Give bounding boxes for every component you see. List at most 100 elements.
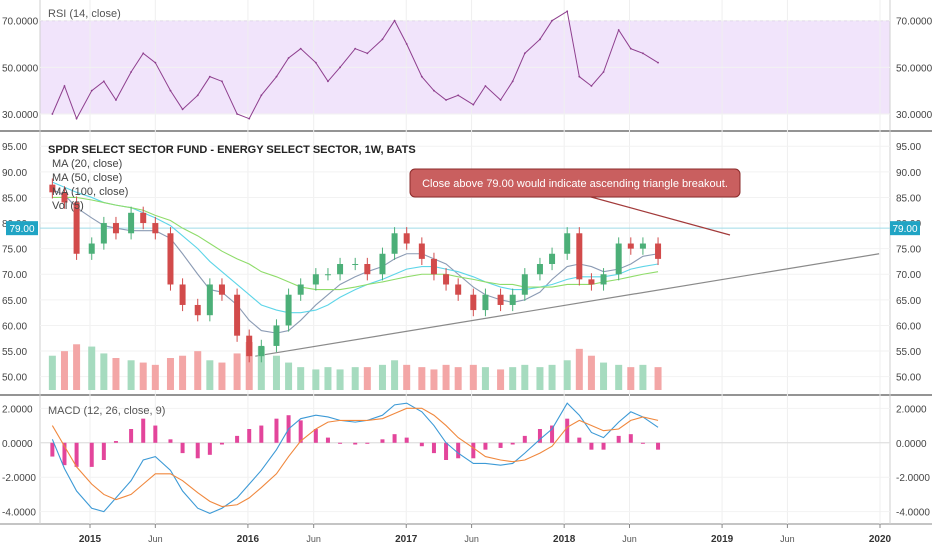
macd-histogram-bar <box>153 425 158 443</box>
candle-body <box>576 233 583 280</box>
macd-histogram-bar <box>101 442 106 460</box>
price-badge-left-bg <box>6 221 38 236</box>
y-tick-right: 60.00 <box>896 321 921 332</box>
macd-histogram-bar <box>235 435 240 443</box>
candle-body <box>246 335 253 357</box>
volume-bar <box>218 362 226 390</box>
macd-histogram-bar <box>404 437 409 443</box>
volume-bar <box>336 369 344 390</box>
y-tick-right: -4.0000 <box>896 508 930 519</box>
volume-bar <box>563 360 571 390</box>
candle-body <box>312 274 319 285</box>
volume-bar <box>469 364 477 390</box>
y-tick-left: 65.00 <box>2 296 27 307</box>
y-tick-right: 70.0000 <box>896 17 932 28</box>
x-tick-label: 2019 <box>711 534 734 545</box>
candle-body <box>364 264 371 275</box>
x-tick-label: 2016 <box>237 534 260 545</box>
macd-histogram-bar <box>180 442 185 454</box>
macd-histogram-bar <box>259 425 264 443</box>
candle-body <box>615 243 622 275</box>
macd-layer <box>40 402 890 514</box>
y-tick-left: 95.00 <box>2 142 27 153</box>
rsi-point <box>102 80 105 83</box>
callout-box <box>409 168 741 198</box>
candle-body <box>100 223 107 244</box>
legend-ma50: MA (50, close) <box>52 172 122 184</box>
candle-body <box>128 212 135 234</box>
volume-bar <box>454 367 462 390</box>
rsi-point <box>578 75 581 78</box>
x-tick-label: Jun <box>780 534 795 544</box>
rsi-point <box>433 89 435 92</box>
macd-histogram-bar <box>510 442 515 445</box>
volume-bar <box>481 367 489 390</box>
macd-line <box>51 402 659 514</box>
macd-histogram-bar <box>168 439 173 443</box>
y-tick-right: 95.00 <box>896 142 921 153</box>
macd-histogram-bar <box>456 442 461 459</box>
macd-histogram-bar <box>89 442 94 467</box>
volume-bar <box>112 358 120 390</box>
rsi-point <box>381 38 384 41</box>
annotation-callout[interactable]: Close above 79.00 would indicate ascendi… <box>409 168 741 236</box>
x-tick-label: Jun <box>148 534 163 544</box>
macd-histogram-bar <box>537 429 542 443</box>
volume-bar <box>521 364 529 390</box>
candle-body <box>627 243 634 249</box>
ma50-line <box>52 181 659 314</box>
candle-body <box>218 284 225 295</box>
volume-bar <box>100 353 108 390</box>
y-tick-right: 2.0000 <box>896 404 927 415</box>
candle-body <box>324 274 331 276</box>
y-tick-right: 70.00 <box>896 270 921 281</box>
candle-body <box>194 304 201 316</box>
macd-histogram-bar <box>219 442 224 445</box>
rsi-point <box>314 61 317 64</box>
y-tick-left: 50.0000 <box>2 63 39 74</box>
y-tick-right: 85.00 <box>896 193 921 204</box>
ma100-line <box>52 196 659 291</box>
rsi-point <box>405 43 408 45</box>
candle-body <box>588 279 595 285</box>
candle-body <box>536 264 543 275</box>
volume-bar <box>151 364 159 390</box>
candle-body <box>379 253 386 275</box>
macd-histogram-bar <box>325 437 330 443</box>
candle-body <box>443 274 450 285</box>
candle-body <box>206 284 213 316</box>
candle-body <box>600 274 607 285</box>
volume-bar <box>285 362 293 390</box>
candle-body <box>639 243 646 249</box>
candle-body <box>655 243 662 259</box>
rsi-point <box>354 47 357 50</box>
macd-histogram-bar <box>628 434 633 443</box>
rsi-point <box>115 99 117 101</box>
candle-body <box>403 233 410 244</box>
price-badge-left: 79.00 <box>9 224 34 235</box>
macd-histogram-bar <box>129 429 134 443</box>
volume-bar <box>312 369 320 390</box>
macd-histogram-bar <box>392 434 397 443</box>
rsi-point <box>366 52 369 55</box>
y-tick-left: 85.00 <box>2 193 27 204</box>
volume-bar <box>351 367 359 390</box>
y-tick-left: 90.00 <box>2 168 27 179</box>
price-layer <box>40 178 890 390</box>
volume-bar <box>272 355 280 390</box>
candle-body <box>258 345 265 357</box>
macd-histogram-bar <box>577 437 582 443</box>
candle-body <box>273 325 280 346</box>
y-tick-right: 55.00 <box>896 347 921 358</box>
candle-body <box>112 223 119 234</box>
volume-bar <box>418 367 426 390</box>
rsi-point <box>445 99 447 101</box>
callout-text: Close above 79.00 would indicate ascendi… <box>422 178 728 190</box>
rsi-point <box>590 85 593 87</box>
candle-body <box>418 243 425 259</box>
rsi-point <box>566 10 569 13</box>
macd-histogram-bar <box>589 442 594 450</box>
volume-bar <box>257 346 265 390</box>
x-tick-label: 2015 <box>79 534 102 545</box>
